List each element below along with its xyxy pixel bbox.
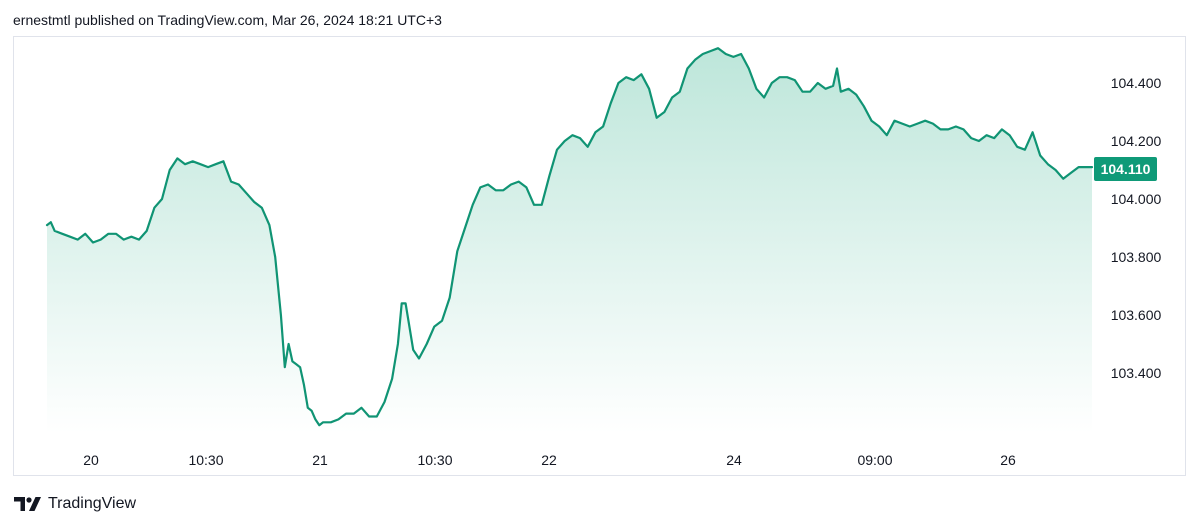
brand-name: TradingView [48,495,137,512]
x-tick-label: 10:30 [188,452,223,468]
y-tick-label: 104.200 [1111,133,1162,149]
y-tick-label: 103.400 [1111,365,1162,381]
price-line [45,47,1094,427]
footer-brand: TradingView [14,493,136,515]
publish-info: ernestmtl published on TradingView.com, … [13,12,442,28]
last-price-label: 104.110 [1094,157,1157,181]
x-axis: 20 10:30 21 10:30 22 24 09:00 26 [83,452,1016,468]
x-tick-label: 10:30 [417,452,452,468]
tradingview-logo-icon [14,497,41,511]
y-tick-label: 103.600 [1111,307,1162,323]
x-tick-label: 26 [1000,452,1016,468]
x-tick-label: 22 [541,452,557,468]
x-tick-label: 09:00 [857,452,892,468]
chart-frame [13,36,1186,476]
y-tick-label: 103.800 [1111,249,1162,265]
x-tick-label: 21 [312,452,328,468]
price-area [47,48,1092,433]
y-tick-label: 104.000 [1111,191,1162,207]
last-price-value: 104.110 [1101,161,1151,177]
x-tick-label: 20 [83,452,99,468]
x-tick-label: 24 [726,452,742,468]
y-axis: 104.400 104.200 104.000 103.800 103.600 103.4… [1111,75,1162,381]
y-tick-label: 104.400 [1111,75,1162,91]
